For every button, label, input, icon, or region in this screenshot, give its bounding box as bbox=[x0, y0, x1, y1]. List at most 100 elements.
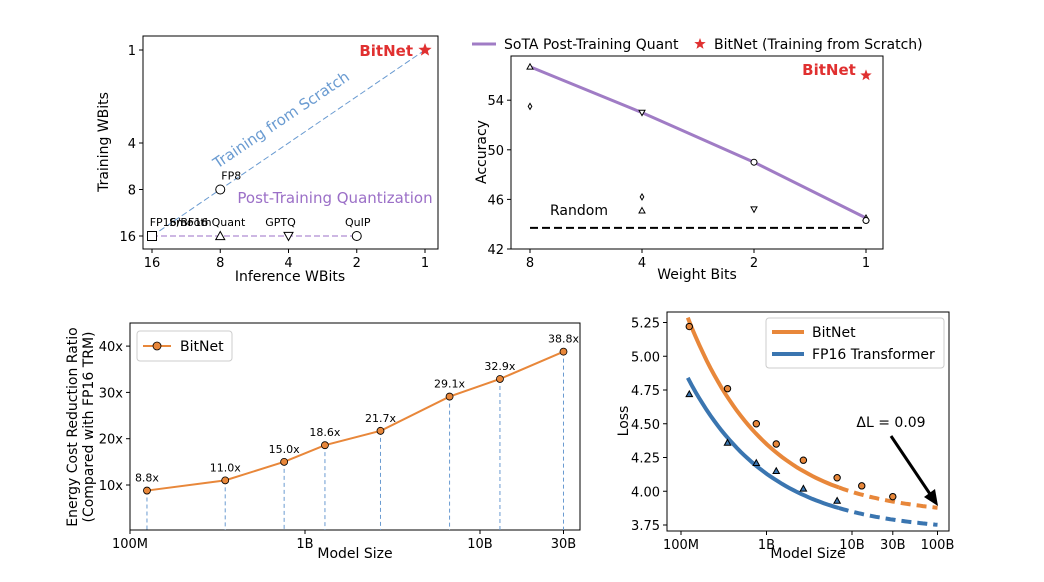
panel-c-legend-marker bbox=[152, 341, 162, 351]
panel-c-legend-label: BitNet bbox=[180, 339, 224, 355]
panel-a-scratch-line bbox=[151, 49, 426, 237]
panel-b-ytick-46-label: 46 bbox=[487, 193, 504, 208]
panel-c-data-label-7: 38.8x bbox=[548, 333, 579, 346]
panel-d-bitnet-point-4 bbox=[799, 456, 808, 464]
panel-d-ytick-3-75-label: 3.75 bbox=[631, 519, 660, 534]
panel-a-point-gptq-label: GPTQ bbox=[265, 216, 296, 229]
panel-d-bitnet-point-3 bbox=[772, 440, 780, 448]
panel-d-legend-fp16-label: FP16 Transformer bbox=[812, 347, 935, 363]
panel-a-point-smoothquant bbox=[214, 230, 226, 241]
panel-d-xtick-10B-label: 10B bbox=[839, 538, 864, 553]
panel-d-bitnet-point-6 bbox=[858, 482, 866, 490]
panel-c-point-2 bbox=[280, 457, 289, 466]
panel-a-point-quip-label: QuIP bbox=[345, 216, 371, 229]
legend-sota-label: SoTA Post-Training Quant bbox=[504, 37, 679, 53]
panel-c-xtick-100M-label: 100M bbox=[112, 537, 148, 552]
panel-d-xtick-100B-label: 100B bbox=[921, 538, 955, 553]
panel-c-ytick-10x-label: 10x bbox=[99, 479, 124, 494]
panel-a-point-gptq bbox=[283, 231, 294, 242]
panel-c-data-label-0: 8.8x bbox=[135, 472, 159, 485]
panel-d-fp16-point-0 bbox=[685, 389, 694, 398]
panel-b-xlabel: Weight Bits bbox=[657, 267, 737, 283]
panel-a-point-fp16-bf16 bbox=[147, 231, 157, 241]
panel-a-scratch-annotation: Training from Scratch bbox=[209, 68, 353, 173]
panel-c-point-5 bbox=[445, 392, 454, 401]
panel-d-fp16-point-5 bbox=[833, 496, 842, 504]
panel-d-ylabel: Loss bbox=[616, 406, 632, 437]
panel-b-sota-point-2 bbox=[750, 158, 758, 166]
panel-c-point-0 bbox=[143, 486, 151, 495]
panel-b-sota-line bbox=[529, 65, 867, 220]
panel-b-ylabel: Accuracy bbox=[474, 120, 490, 184]
panel-c-xlabel: Model Size bbox=[317, 546, 392, 562]
panel-d-xtick-100M-label: 100M bbox=[663, 538, 699, 553]
panel-d-bitnet-point-2 bbox=[752, 420, 761, 428]
panel-d-bitnet-point-7 bbox=[889, 492, 897, 501]
panel-b-ytick-50-label: 50 bbox=[487, 144, 504, 159]
panel-a-ytick-8-label: 8 bbox=[128, 184, 136, 199]
panel-c-xtick-10B-label: 10B bbox=[467, 537, 492, 552]
panel-a: 16 8 4 2 1 1 4 8 16 FP16/BF16 FP8 SmoothQuant GPTQ… bbox=[96, 35, 439, 285]
panel-a-bitnet-star bbox=[418, 43, 432, 56]
panel-a-xlabel: Inference WBits bbox=[235, 269, 345, 285]
panel-d-annotation-arrow bbox=[889, 435, 934, 498]
panel-d-ytick-5-00-label: 5.00 bbox=[631, 350, 660, 365]
panel-d-arrow-head bbox=[924, 489, 938, 506]
panel-c-point-1 bbox=[221, 476, 230, 485]
panel-d-fp16-point-1 bbox=[723, 438, 732, 446]
panel-c-data-label-3: 18.6x bbox=[309, 426, 340, 439]
panel-d-bitnet-extrapolation bbox=[838, 485, 938, 510]
panel-d-ytick-4-75-label: 4.75 bbox=[631, 384, 660, 399]
panel-c-xtick-30B-label: 30B bbox=[551, 537, 576, 552]
panel-d-legend-bitnet-label: BitNet bbox=[812, 325, 856, 341]
panel-c-data-label-5: 29.1x bbox=[434, 378, 465, 391]
panel-b-sota-point-0 bbox=[526, 62, 534, 70]
panel-a-ytick-16-label: 16 bbox=[119, 230, 136, 245]
panel-c-point-7 bbox=[559, 347, 568, 356]
panel-d-ytick-4-00-label: 4.00 bbox=[631, 485, 660, 500]
panel-a-point-fp8-label: FP8 bbox=[221, 170, 241, 183]
panel-a-ptq-annotation: Post-Training Quantization bbox=[237, 189, 432, 207]
panel-c-ytick-20x-label: 20x bbox=[99, 433, 124, 448]
panel-d-legend: BitNet FP16 Transformer bbox=[765, 317, 945, 369]
panel-c-bitnet-line bbox=[146, 350, 564, 492]
panel-d-fp16-point-3 bbox=[772, 466, 781, 475]
panel-c-point-6 bbox=[496, 375, 504, 383]
panel-b-extra-point-0 bbox=[527, 102, 533, 111]
panel-d-legend-box bbox=[765, 317, 945, 369]
panel-d-bitnet-point-5 bbox=[833, 474, 841, 482]
panel-c: 100M 1B 10B 30B 10x 20x 30x 40x 8.8x 11.0x 15.0x… bbox=[65, 322, 581, 562]
panel-d-xtick-1B-label: 1B bbox=[758, 538, 775, 553]
panel-a-bitnet-label: BitNet bbox=[359, 42, 413, 60]
panel-c-legend-box bbox=[136, 330, 233, 362]
panel-d-ytick-5-25-label: 5.25 bbox=[631, 317, 660, 332]
panel-c-ylabel2: (Compared with FP16 TRM) bbox=[81, 331, 97, 522]
panel-b-ytick-42-label: 42 bbox=[487, 243, 504, 258]
panel-d-fp16-extrapolation bbox=[838, 506, 938, 527]
panel-b-extra-point-1 bbox=[639, 192, 645, 201]
panel-a-xtick-2-label: 2 bbox=[353, 256, 361, 271]
panel-a-xtick-8-label: 8 bbox=[216, 256, 224, 271]
panel-b-xtick-8-label: 8 bbox=[526, 256, 534, 271]
panel-c-xtick-1B-label: 1B bbox=[296, 537, 313, 552]
panel-a-point-smoothquant-label: SmoothQuant bbox=[169, 216, 246, 229]
panel-d-fp16-point-4 bbox=[799, 484, 808, 492]
panel-c-point-4 bbox=[376, 426, 385, 435]
panel-d-fp16-curve bbox=[686, 376, 840, 510]
panel-d-xtick-30B-label: 30B bbox=[880, 538, 905, 553]
panel-a-ytick-1-label: 1 bbox=[128, 44, 136, 59]
panel-c-ytick-40x-label: 40x bbox=[99, 340, 124, 355]
panel-c-ylabel: Energy Cost Reduction Ratio bbox=[65, 327, 81, 526]
panel-a-point-fp8 bbox=[215, 184, 226, 195]
panel-b-sota-point-1 bbox=[638, 109, 646, 117]
legend-bitnet-label: BitNet (Training from Scratch) bbox=[714, 37, 923, 53]
panel-c-ytick-30x-label: 30x bbox=[99, 386, 124, 401]
panel-d-fp16-point-2 bbox=[752, 458, 761, 466]
panel-a-xtick-1-label: 1 bbox=[421, 256, 429, 271]
panel-b-bitnet-star bbox=[860, 69, 872, 81]
panel-d-bitnet-point-0 bbox=[685, 322, 693, 331]
panel-d-plot-area bbox=[666, 311, 950, 532]
panel-a-point-quip bbox=[351, 231, 362, 241]
